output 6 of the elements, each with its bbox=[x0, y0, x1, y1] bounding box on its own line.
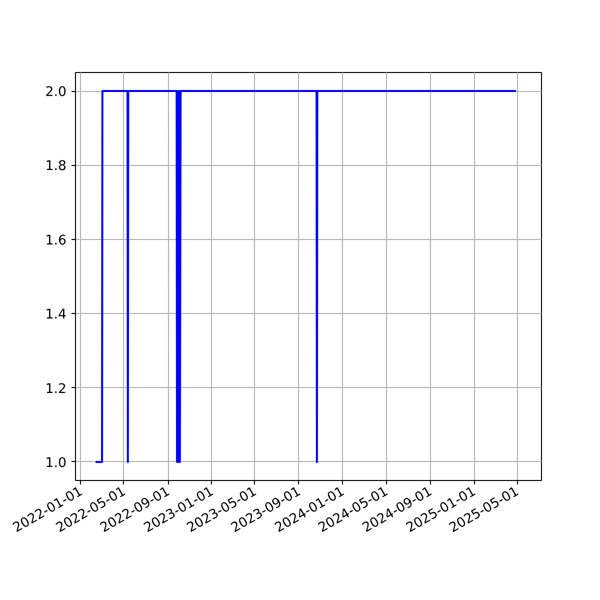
y-tick-label: 1.6 bbox=[45, 233, 67, 248]
y-tick-label: 2.0 bbox=[45, 85, 67, 100]
y-tick-label: 1.2 bbox=[45, 382, 67, 397]
y-tick-label: 1.8 bbox=[45, 159, 67, 174]
y-tick-label: 1.4 bbox=[45, 308, 67, 323]
y-tick-label: 1.0 bbox=[45, 456, 67, 471]
